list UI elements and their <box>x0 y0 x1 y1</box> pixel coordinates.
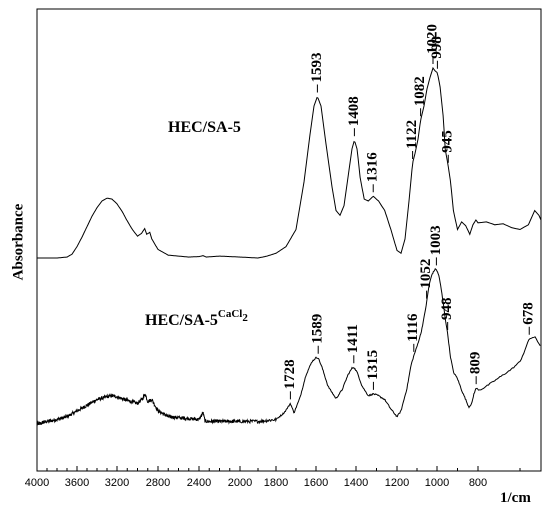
peak-label: 1728 <box>282 359 298 389</box>
series-label-0: HEC/SA-5 <box>168 119 241 136</box>
peak-label: 1122 <box>404 120 420 149</box>
peak-label: 998 <box>429 36 445 59</box>
peak-label: 1003 <box>428 225 444 255</box>
peak-label: 948 <box>439 298 455 321</box>
peak-label: 1020 <box>424 24 440 54</box>
series-label-superscript: CaCl <box>218 308 242 320</box>
peak-label: 1593 <box>309 53 325 83</box>
peak-label: 1315 <box>365 350 381 380</box>
x-tick-label: 3200 <box>105 477 129 489</box>
peak-label: 1589 <box>310 314 326 344</box>
y-axis-title: Absorbance <box>10 203 26 280</box>
x-tick-label: 4000 <box>25 477 49 489</box>
x-tick-label: 2400 <box>187 477 211 489</box>
peak-label: 678 <box>521 302 537 325</box>
y-axis-ticks <box>37 257 42 425</box>
series-label-1: HEC/SA-5CaCl2 <box>145 308 248 329</box>
x-tick-label: 1400 <box>344 477 368 489</box>
peak-label: 1408 <box>346 96 362 126</box>
x-axis-title: 1/cm <box>500 490 531 506</box>
peak-label: 809 <box>468 352 484 375</box>
peak-label: 1082 <box>412 76 428 106</box>
peak-label: 945 <box>440 130 456 153</box>
series-label-subscript: 2 <box>242 312 248 324</box>
x-tick-label: 800 <box>469 477 487 489</box>
x-tick-label: 1200 <box>385 477 409 489</box>
peak-label: 1116 <box>405 313 421 342</box>
series-line-1 <box>36 267 541 427</box>
x-axis-ticks: 4000 3600 3200 2800 2400 2000 1800 1600 1400 1200… <box>25 466 521 489</box>
x-tick-label: 2000 <box>228 477 252 489</box>
series-labels: HEC/SA-5 HEC/SA-5CaCl2 <box>145 119 248 329</box>
x-tick-label: 2800 <box>146 477 170 489</box>
peak-label: 1052 <box>418 259 434 289</box>
x-tick-label: 1800 <box>264 477 288 489</box>
peak-label: 1411 <box>345 324 361 353</box>
x-tick-label: 1000 <box>425 477 449 489</box>
series-layer <box>36 66 542 427</box>
plot-frame <box>36 8 542 472</box>
x-tick-label: 3600 <box>65 477 89 489</box>
series-line-0 <box>37 66 542 259</box>
peak-label: 1316 <box>365 152 381 183</box>
x-tick-label: 1600 <box>304 477 328 489</box>
